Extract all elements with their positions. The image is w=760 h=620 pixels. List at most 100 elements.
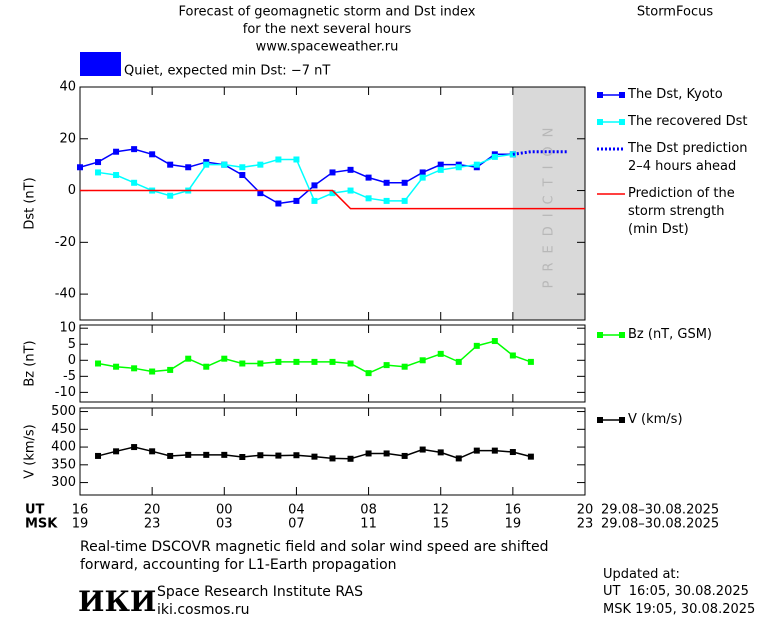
data-point: [239, 454, 246, 461]
data-point: [257, 452, 264, 459]
data-point: [95, 159, 102, 166]
data-point: [95, 360, 102, 367]
data-point: [383, 197, 390, 204]
prediction-region: [512, 87, 585, 320]
x-tick-label-msk: 11: [360, 517, 377, 532]
data-point: [275, 200, 282, 207]
data-point: [383, 179, 390, 186]
x-tick-label-msk: 23: [144, 517, 161, 532]
data-point: [239, 164, 246, 171]
data-point: [293, 358, 300, 365]
y-axis-label: Bz (nT): [23, 340, 38, 386]
data-point: [149, 448, 156, 455]
data-point: [257, 161, 264, 168]
series-line: [80, 189, 585, 210]
legend-label: The recovered Dst: [628, 114, 748, 129]
legend-marker: [619, 119, 625, 125]
data-point: [401, 363, 408, 370]
data-point: [239, 360, 246, 367]
data-point: [275, 358, 282, 365]
data-point: [203, 451, 210, 458]
x-tick-label-msk: 07: [288, 517, 305, 532]
data-point: [347, 360, 354, 367]
data-point: [185, 164, 192, 171]
data-point: [293, 156, 300, 163]
y-tick-label: 0: [68, 183, 76, 198]
y-tick-label: -10: [55, 385, 76, 400]
legend-marker: [597, 417, 603, 423]
y-tick-label: 0: [68, 353, 76, 368]
data-point: [221, 355, 228, 362]
data-point: [95, 452, 102, 459]
status-swatch: [80, 52, 121, 76]
data-point: [167, 366, 174, 373]
prediction-label: PREDICTION: [541, 119, 556, 289]
x-tick-label-msk: 19: [505, 517, 522, 532]
data-point: [365, 195, 372, 202]
data-point: [149, 368, 156, 375]
data-point: [401, 452, 408, 459]
data-point: [437, 161, 444, 168]
data-point: [329, 169, 336, 176]
data-point: [221, 451, 228, 458]
data-point: [401, 179, 408, 186]
data-point: [401, 197, 408, 204]
plot-frame: [79, 407, 586, 496]
legend-label: V (km/s): [628, 412, 683, 427]
series-line: [512, 150, 567, 156]
data-point: [221, 161, 228, 168]
data-point: [419, 174, 426, 181]
data-point: [347, 187, 354, 194]
data-point: [311, 182, 318, 189]
legend-label: The Dst prediction 2–4 hours ahead: [628, 141, 748, 174]
data-point: [113, 148, 120, 155]
data-point: [419, 446, 426, 453]
data-point: [473, 161, 480, 168]
legend-label: Bz (nT, GSM): [628, 327, 713, 342]
legend-marker: [597, 119, 603, 125]
y-tick-label: 40: [59, 80, 76, 95]
x-tick-label: 20: [144, 503, 161, 518]
data-point: [185, 355, 192, 362]
data-point: [365, 174, 372, 181]
data-point: [491, 447, 498, 454]
legend-marker: [619, 332, 625, 338]
x-tick-label: 00: [216, 503, 233, 518]
x-tick-label-msk: 15: [432, 517, 449, 532]
data-point: [311, 197, 318, 204]
x-tick-label-msk: 23: [577, 517, 594, 532]
data-point: [473, 342, 480, 349]
data-point: [491, 338, 498, 345]
data-point: [455, 455, 462, 462]
data-point: [293, 197, 300, 204]
y-tick-label: 5: [68, 337, 76, 352]
data-point: [257, 190, 264, 197]
y-tick-label: -40: [55, 287, 76, 302]
x-tick-label: 08: [360, 503, 377, 518]
data-point: [131, 444, 138, 451]
data-point: [437, 350, 444, 357]
data-point: [329, 358, 336, 365]
x-tick-label-msk: 03: [216, 517, 233, 532]
y-tick-label: 20: [59, 131, 76, 146]
institute: Space Research Institute RAS: [157, 584, 363, 600]
data-point: [509, 352, 516, 359]
legend-label: The Dst, Kyoto: [628, 87, 723, 102]
y-tick-label: 400: [51, 440, 76, 455]
legend-marker: [597, 92, 603, 98]
y-tick-label: 10: [59, 321, 76, 336]
updated-msk: MSK 19:05, 30.08.2025: [603, 602, 756, 617]
date-range: 29.08–30.08.2025: [601, 503, 719, 518]
data-point: [347, 455, 354, 462]
data-point: [419, 357, 426, 364]
data-point: [113, 363, 120, 370]
data-point: [527, 358, 534, 365]
data-point: [455, 164, 462, 171]
legend-marker: [619, 417, 625, 423]
data-point: [275, 156, 282, 163]
site: iki.cosmos.ru: [157, 602, 250, 618]
data-point: [167, 452, 174, 459]
data-point: [347, 166, 354, 173]
